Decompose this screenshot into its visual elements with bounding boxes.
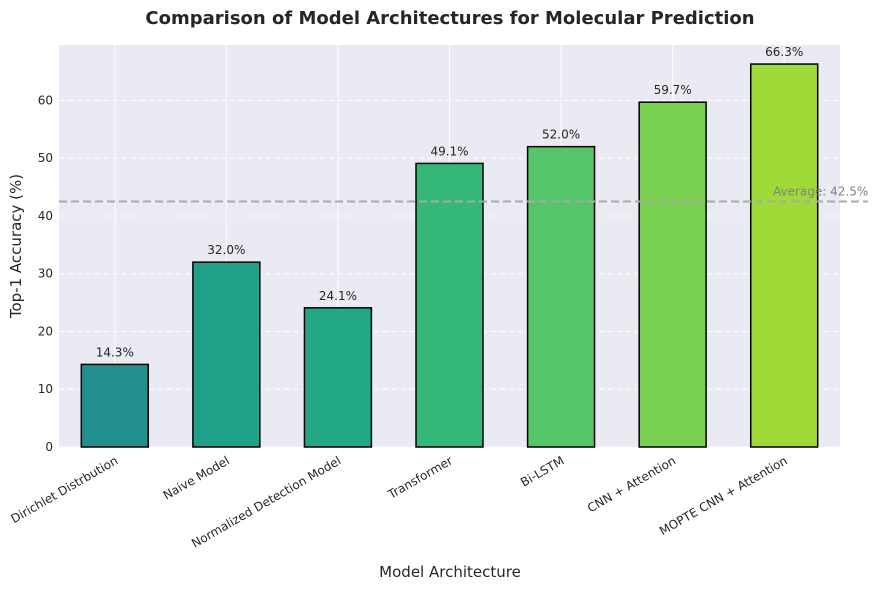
y-axis-label: Top-1 Accuracy (%) — [7, 174, 25, 319]
bar — [638, 101, 707, 448]
average-line-group: Average: 42.5% — [59, 185, 868, 203]
bar-value-label: 49.1% — [430, 144, 468, 158]
x-axis-label: Model Architecture — [379, 563, 521, 581]
y-tick-label: 50 — [38, 151, 53, 165]
bar — [192, 261, 261, 448]
x-tick-label: Dirichlet Distrbution — [9, 453, 121, 526]
x-tick-label: Transformer — [385, 453, 455, 502]
y-tick-label: 20 — [38, 324, 53, 338]
bar-value-label: 59.7% — [654, 83, 692, 97]
bar-value-label: 66.3% — [765, 45, 803, 59]
x-tick-label: CNN + Attention — [585, 453, 678, 515]
x-tick-label: Naive Model — [161, 453, 232, 502]
bar — [749, 63, 819, 448]
x-tick-label: Bi-LSTM — [518, 453, 566, 489]
bar-value-label: 24.1% — [319, 289, 357, 303]
bar — [303, 307, 373, 448]
y-tick-label: 60 — [38, 93, 53, 107]
y-tick-label: 30 — [38, 267, 53, 281]
bar-value-label: 14.3% — [96, 345, 134, 359]
chart-title: Comparison of Model Architectures for Mo… — [145, 8, 754, 29]
bar-value-label: 52.0% — [542, 128, 580, 142]
bar-value-label: 32.0% — [207, 243, 245, 257]
y-tick-label: 10 — [38, 382, 53, 396]
y-tick-label: 0 — [45, 440, 53, 454]
y-tick-label: 40 — [38, 209, 53, 223]
bars — [80, 63, 819, 448]
average-label: Average: 42.5% — [773, 185, 868, 199]
bar — [80, 363, 150, 448]
bar — [415, 162, 484, 448]
bar — [526, 145, 596, 448]
data-labels: 14.3% 32.0% 24.1% 49.1% 52.0% 59.7% 66.3% — [96, 45, 804, 359]
